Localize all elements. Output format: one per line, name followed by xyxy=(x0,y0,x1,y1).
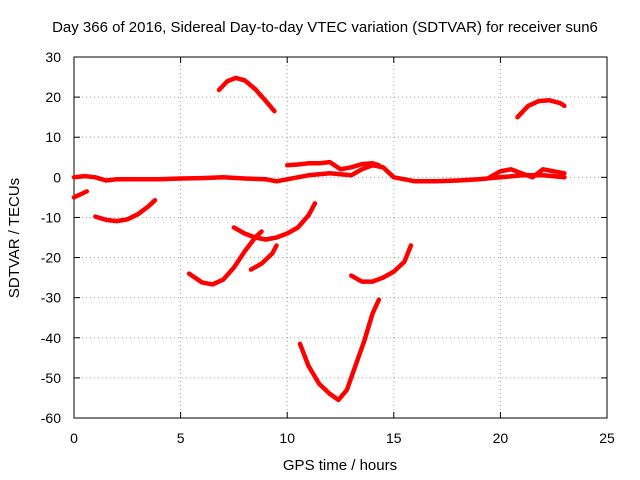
series-line-arc-5 xyxy=(248,243,279,272)
y-tick-label: -20 xyxy=(41,250,61,266)
series-line-arc-3 xyxy=(216,75,277,114)
y-tick-label: 10 xyxy=(45,129,61,145)
ticks xyxy=(73,56,608,419)
plot-frame xyxy=(73,56,608,419)
x-axis-label: GPS time / hours xyxy=(283,457,397,474)
x-tick-label: 5 xyxy=(177,430,185,446)
series-line-arc-8 xyxy=(515,98,567,120)
series-line-arc-near-zero-late xyxy=(487,167,567,180)
x-tick-label: 10 xyxy=(279,430,295,446)
data-series xyxy=(71,75,567,403)
y-tick-label: 20 xyxy=(45,89,61,105)
y-tick-label: 0 xyxy=(53,169,61,185)
x-tick-label: 0 xyxy=(70,430,78,446)
series-line-arc-6 xyxy=(297,297,382,403)
x-tick-label: 15 xyxy=(386,430,402,446)
series-line-arc-near-zero-main xyxy=(71,163,567,184)
grid xyxy=(74,57,607,418)
y-tick-label: -10 xyxy=(41,209,61,225)
chart-title: Day 366 of 2016, Sidereal Day-to-day VTE… xyxy=(52,19,598,36)
series-line-arc-early-dip xyxy=(71,189,90,200)
series-line-arc-7 xyxy=(348,243,414,284)
x-tick-label: 25 xyxy=(599,430,615,446)
y-tick-label: -60 xyxy=(41,410,61,426)
series-line-arc-2 xyxy=(186,229,264,287)
y-tick-label: -40 xyxy=(41,330,61,346)
y-tick-label: -50 xyxy=(41,370,61,386)
x-tick-label: 20 xyxy=(493,430,509,446)
x-tick-labels: 0 5 10 15 20 25 xyxy=(70,430,615,446)
y-tick-label: -30 xyxy=(41,290,61,306)
series-line-arc-4 xyxy=(231,201,318,242)
series-line-arc-near-zero-upper xyxy=(284,159,382,172)
y-axis-label: SDTVAR / TECUs xyxy=(6,178,23,298)
y-tick-labels: 30 20 10 0 -10 -20 -30 -40 -50 -60 xyxy=(41,49,61,426)
y-tick-label: 30 xyxy=(45,49,61,65)
series-line-arc-1 xyxy=(93,197,158,224)
